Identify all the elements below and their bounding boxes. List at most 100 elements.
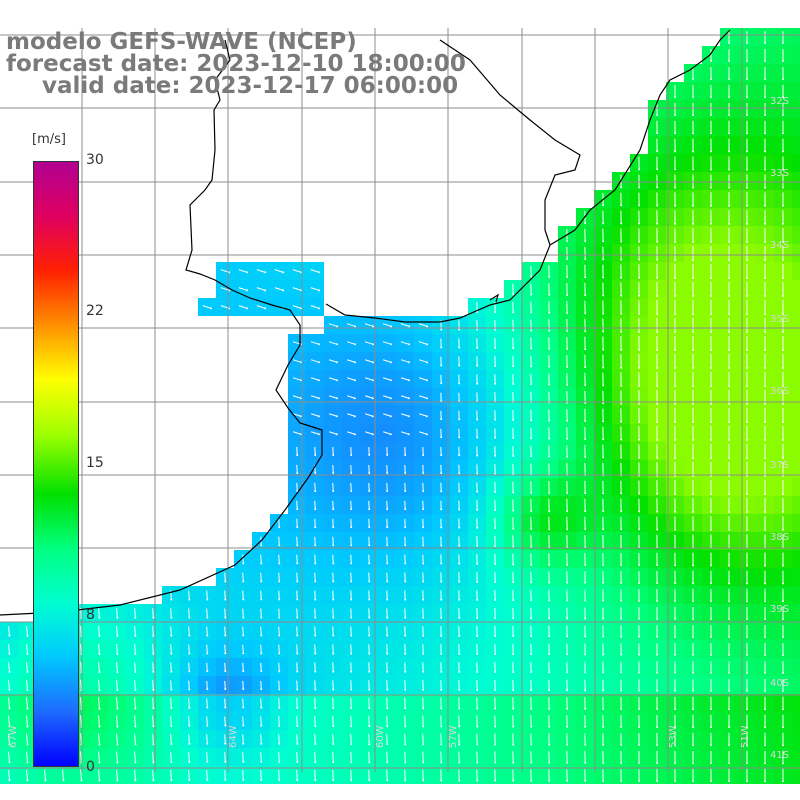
wind-vector-head: [602, 204, 605, 207]
wind-vector-head: [314, 526, 317, 529]
wind-vector-head: [512, 653, 515, 656]
wind-vector-head: [350, 526, 353, 529]
wind-vector-head: [566, 671, 569, 674]
wind-vector: [314, 715, 316, 727]
wind-vector-head: [692, 528, 695, 531]
wind-vector-head: [584, 563, 587, 566]
wind-vector: [256, 269, 266, 273]
wind-vector-head: [620, 438, 623, 441]
wind-vector-head: [314, 472, 317, 475]
wind-vector-head: [317, 397, 320, 400]
wind-vector-head: [350, 725, 353, 728]
wind-vector-head: [512, 725, 515, 728]
wind-vector: [310, 431, 320, 435]
wind-vector-head: [206, 706, 209, 709]
wind-vector: [260, 734, 262, 744]
wind-vector-head: [458, 779, 461, 782]
wind-vector: [170, 662, 172, 672]
wind-vector-head: [350, 743, 353, 746]
wind-vector-head: [314, 761, 317, 764]
wind-vector-head: [299, 433, 302, 436]
wind-vector-head: [282, 271, 285, 274]
wind-vector-head: [656, 366, 659, 369]
wind-vector-head: [710, 312, 713, 315]
wind-vector-head: [335, 415, 338, 418]
wind-vector-head: [278, 616, 281, 619]
wind-vector-head: [764, 132, 767, 135]
wind-vector-head: [602, 366, 605, 369]
wind-speed-cell: [792, 190, 800, 208]
wind-vector-head: [584, 366, 587, 369]
wind-vector: [292, 431, 302, 435]
wind-vector: [152, 644, 154, 654]
wind-vector: [400, 323, 410, 327]
wind-vector: [292, 305, 302, 309]
wind-vector-head: [566, 347, 569, 350]
wind-vector-head: [656, 456, 659, 459]
wind-vector-head: [440, 707, 443, 710]
wind-vector-head: [386, 725, 389, 728]
wind-vector: [310, 305, 320, 309]
wind-vector-head: [512, 761, 515, 764]
wind-vector-head: [656, 114, 659, 117]
wind-vector-head: [8, 670, 11, 673]
wind-vector-head: [674, 312, 677, 315]
wind-vector-head: [494, 707, 497, 710]
coastline: [0, 29, 731, 616]
wind-vector-head: [350, 652, 353, 655]
wind-vector-head: [426, 325, 429, 328]
wind-vector-head: [602, 545, 605, 548]
wind-vector-head: [368, 652, 371, 655]
wind-vector-head: [390, 325, 393, 328]
wind-vector: [80, 661, 82, 673]
wind-vector-head: [764, 618, 767, 621]
wind-vector-head: [314, 725, 317, 728]
wind-vector-head: [404, 670, 407, 673]
wind-vector-head: [296, 761, 299, 764]
wind-vector-head: [152, 761, 155, 764]
wind-vector-head: [512, 527, 515, 530]
wind-vector-head: [764, 204, 767, 207]
wind-vector-head: [332, 526, 335, 529]
wind-vector-head: [134, 743, 137, 746]
wind-vector-head: [692, 438, 695, 441]
wind-vector-head: [728, 420, 731, 423]
wind-vector-head: [440, 544, 443, 547]
wind-vector-head: [620, 258, 623, 261]
wind-vector: [134, 644, 136, 654]
wind-vector-head: [336, 325, 339, 328]
wind-vector: [152, 662, 154, 672]
wind-vector-head: [548, 599, 551, 602]
wind-vector: [292, 377, 302, 381]
wind-vector: [188, 751, 190, 763]
wind-vector-head: [620, 528, 623, 531]
wind-vector-head: [494, 364, 497, 367]
wind-vector: [242, 644, 244, 654]
wind-vector-head: [404, 508, 407, 511]
wind-vector: [350, 697, 352, 709]
wind-speed-cell: [792, 154, 800, 172]
wind-vector-head: [584, 384, 587, 387]
wind-vector-head: [692, 384, 695, 387]
wind-vector-head: [296, 616, 299, 619]
wind-vector: [314, 680, 316, 690]
wind-vector-head: [260, 634, 263, 637]
wind-vector-head: [389, 415, 392, 418]
wind-vector-head: [782, 456, 785, 459]
wind-vector: [256, 305, 266, 309]
wind-vector-head: [692, 726, 695, 729]
wind-vector-head: [476, 779, 479, 782]
wind-vector-head: [314, 652, 317, 655]
wind-vector: [400, 359, 410, 363]
wind-vector-head: [494, 743, 497, 746]
wind-vector-head: [602, 312, 605, 315]
wind-vector-head: [584, 276, 587, 279]
title-valid-date: valid date: 2023-12-17 06:00:00: [42, 73, 459, 99]
wind-vector-head: [296, 634, 299, 637]
wind-vector-head: [746, 492, 749, 495]
wind-vector-head: [152, 743, 155, 746]
wind-vector: [332, 751, 334, 763]
wind-vector-head: [386, 670, 389, 673]
wind-vector-head: [602, 348, 605, 351]
wind-vector: [26, 751, 28, 763]
